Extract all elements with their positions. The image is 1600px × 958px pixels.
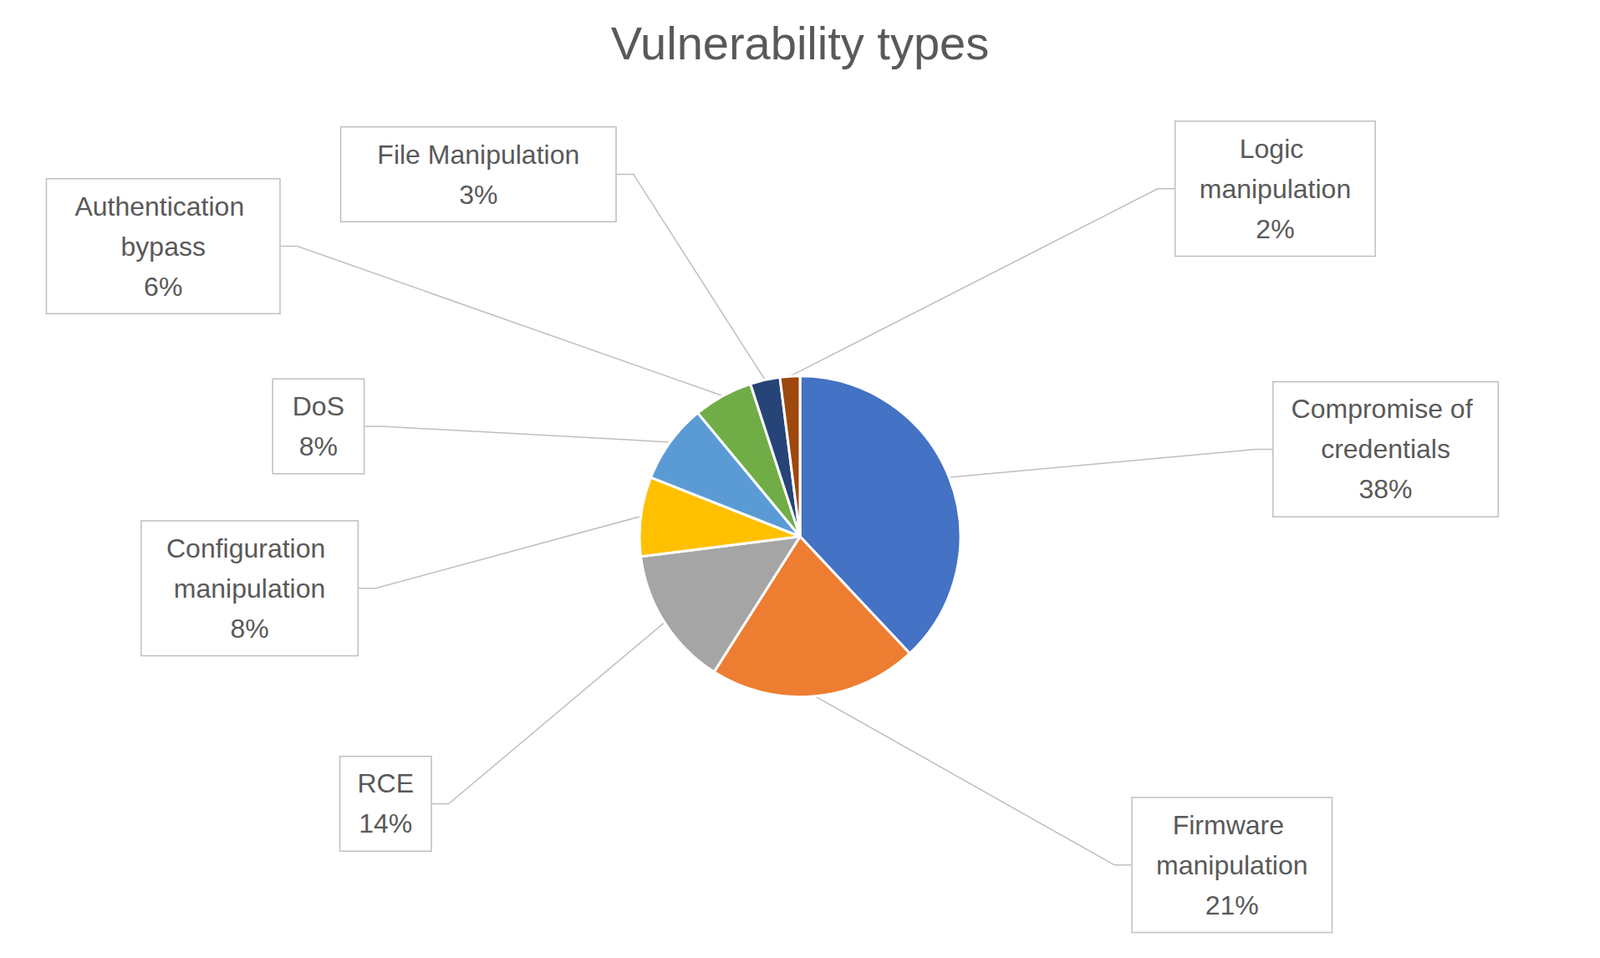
svg-text:6%: 6% [143,271,183,302]
svg-text:manipulation: manipulation [173,573,326,604]
svg-text:File Manipulation: File Manipulation [377,139,580,170]
svg-text:Configuration: Configuration [166,533,333,564]
svg-text:DoS: DoS [292,391,345,422]
svg-text:Vulnerability types: Vulnerability types [611,16,989,70]
svg-text:manipulation: manipulation [1199,173,1351,204]
svg-text:8%: 8% [229,613,269,644]
svg-text:14%: 14% [358,808,413,839]
svg-text:8%: 8% [299,431,338,462]
svg-text:Authentication: Authentication [74,191,252,222]
svg-text:38%: 38% [1359,473,1413,505]
svg-text:Firmware: Firmware [1172,810,1292,841]
svg-text:21%: 21% [1205,890,1259,921]
svg-text:RCE: RCE [356,768,414,799]
svg-text:bypass: bypass [121,231,206,262]
svg-text:credentials: credentials [1320,433,1451,464]
svg-text:manipulation: manipulation [1156,850,1308,881]
svg-text:Compromise of: Compromise of [1291,393,1481,424]
svg-text:Logic: Logic [1239,133,1311,164]
svg-text:3%: 3% [458,179,498,210]
svg-text:2%: 2% [1255,214,1295,245]
